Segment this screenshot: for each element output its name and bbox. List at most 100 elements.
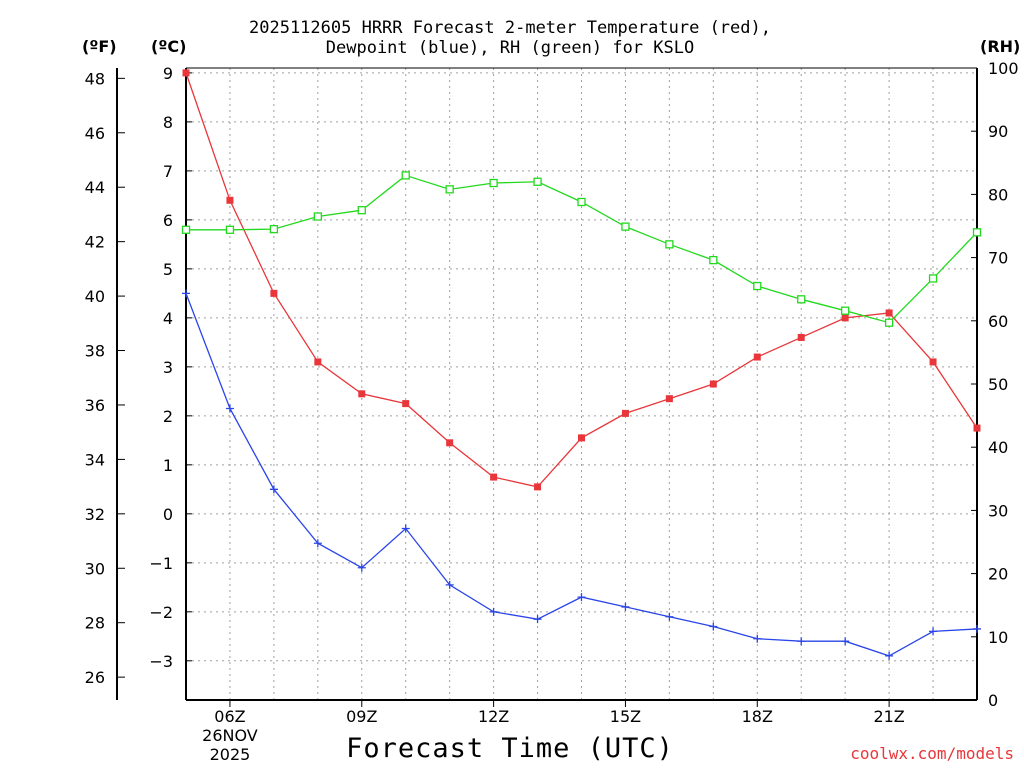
- temperature-point: [973, 424, 981, 432]
- rh-point: [357, 206, 366, 215]
- rh-unit-label: (RH): [980, 37, 1021, 56]
- dewpoint-point: [841, 637, 850, 646]
- rh-point: [225, 225, 235, 234]
- temperature-point: [885, 309, 893, 317]
- dewpoint-point: [533, 615, 542, 624]
- celsius-tick-label: −3: [149, 652, 173, 671]
- temperature-point: [929, 358, 937, 366]
- dewpoint-point: [489, 607, 498, 616]
- dewpoint-point: [269, 485, 278, 494]
- celsius-tick-label: 3: [163, 358, 173, 377]
- rh-point: [313, 212, 322, 221]
- fahrenheit-tick-label: 28: [85, 614, 105, 633]
- temperature-point: [182, 69, 190, 77]
- rh-point: [621, 222, 630, 231]
- dewpoint-point: [709, 622, 718, 631]
- rh-tick-label: 80: [988, 185, 1008, 204]
- dewpoint-point: [401, 524, 410, 533]
- dewpoint-point: [753, 634, 762, 643]
- x-tick-year-label: 2025: [210, 745, 251, 764]
- x-tick-date-label: 26NOV: [202, 726, 258, 745]
- dewpoint-point: [225, 404, 234, 413]
- dewpoint-point: [885, 651, 894, 660]
- rh-tick-label: 60: [988, 312, 1008, 331]
- rh-tick-label: 30: [988, 501, 1008, 520]
- dewpoint-point: [577, 593, 586, 602]
- rh-point: [489, 178, 498, 188]
- temperature-point: [621, 409, 629, 417]
- temperature-point: [534, 483, 542, 491]
- fahrenheit-tick-label: 34: [85, 450, 105, 469]
- rh-tick-label: 50: [988, 375, 1008, 394]
- celsius-unit-label: (ºC): [151, 37, 187, 56]
- rh-point: [665, 240, 674, 249]
- rh-point: [797, 295, 806, 304]
- temperature-point: [314, 358, 322, 366]
- rh-tick-label: 0: [988, 691, 998, 710]
- rh-point: [401, 171, 410, 180]
- celsius-tick-label: −2: [149, 603, 173, 622]
- celsius-tick-label: 6: [163, 211, 173, 230]
- x-tick-label: 09Z: [346, 707, 377, 726]
- temperature-point: [446, 439, 454, 447]
- celsius-tick-label: 2: [163, 407, 173, 426]
- rh-point: [533, 177, 542, 186]
- dewpoint-point: [929, 627, 938, 636]
- temperature-point: [270, 289, 278, 297]
- celsius-tick-label: 7: [163, 162, 173, 181]
- rh-point: [445, 185, 454, 194]
- dewpoint-point: [797, 637, 806, 646]
- rh-point: [972, 228, 982, 237]
- rh-tick-label: 40: [988, 438, 1008, 457]
- fahrenheit-tick-label: 36: [85, 396, 105, 415]
- temperature-point: [490, 473, 498, 481]
- chart-title-line2: Dewpoint (blue), RH (green) for KSLO: [325, 38, 695, 58]
- celsius-tick-label: 5: [163, 260, 173, 279]
- series-layer: [181, 69, 982, 660]
- grid: [186, 68, 977, 700]
- rh-point: [928, 274, 938, 283]
- rh-tick-label: 70: [988, 249, 1008, 268]
- x-tick-label: 18Z: [742, 707, 773, 726]
- temperature-point: [578, 434, 585, 442]
- rh-point: [709, 255, 718, 265]
- dewpoint-point: [445, 580, 454, 589]
- rh-point: [269, 225, 279, 234]
- rh-tick-label: 90: [988, 122, 1008, 141]
- temperature-point: [753, 353, 761, 361]
- temperature-point: [797, 333, 805, 341]
- rh-tick-label: 20: [988, 565, 1008, 584]
- temperature-point: [841, 314, 849, 322]
- x-tick-label: 06Z: [214, 707, 245, 726]
- credit-text: coolwx.com/models: [850, 744, 1014, 763]
- celsius-tick-label: 9: [163, 64, 173, 83]
- temperature-point: [226, 196, 234, 204]
- celsius-tick-label: 8: [163, 113, 173, 132]
- rh-point: [753, 281, 762, 291]
- dewpoint-line: [185, 293, 978, 657]
- celsius-tick-label: 4: [163, 309, 173, 328]
- rh-point: [577, 197, 586, 207]
- fahrenheit-tick-label: 46: [85, 124, 105, 143]
- celsius-tick-label: 1: [163, 456, 173, 475]
- x-axis-title: Forecast Time (UTC): [346, 733, 674, 764]
- fahrenheit-tick-label: 30: [85, 559, 105, 578]
- rh-tick-label: 100: [988, 59, 1019, 78]
- fahrenheit-tick-label: 44: [85, 178, 105, 197]
- x-tick-label: 12Z: [478, 707, 509, 726]
- fahrenheit-tick-label: 40: [85, 287, 105, 306]
- temperature-point: [402, 400, 410, 408]
- rh-point: [841, 306, 850, 315]
- fahrenheit-tick-label: 32: [85, 505, 105, 524]
- chart-title-line1: 2025112605 HRRR Forecast 2-meter Tempera…: [249, 18, 771, 38]
- x-tick-label: 15Z: [610, 707, 641, 726]
- fahrenheit-tick-label: 26: [85, 668, 105, 687]
- dewpoint-point: [621, 602, 630, 611]
- dewpoint-point: [973, 624, 981, 633]
- rh-tick-label: 10: [988, 628, 1008, 647]
- fahrenheit-unit-label: (ºF): [82, 37, 117, 56]
- dewpoint-point: [182, 289, 190, 298]
- temperature-point: [358, 390, 366, 398]
- fahrenheit-tick-label: 42: [85, 233, 105, 252]
